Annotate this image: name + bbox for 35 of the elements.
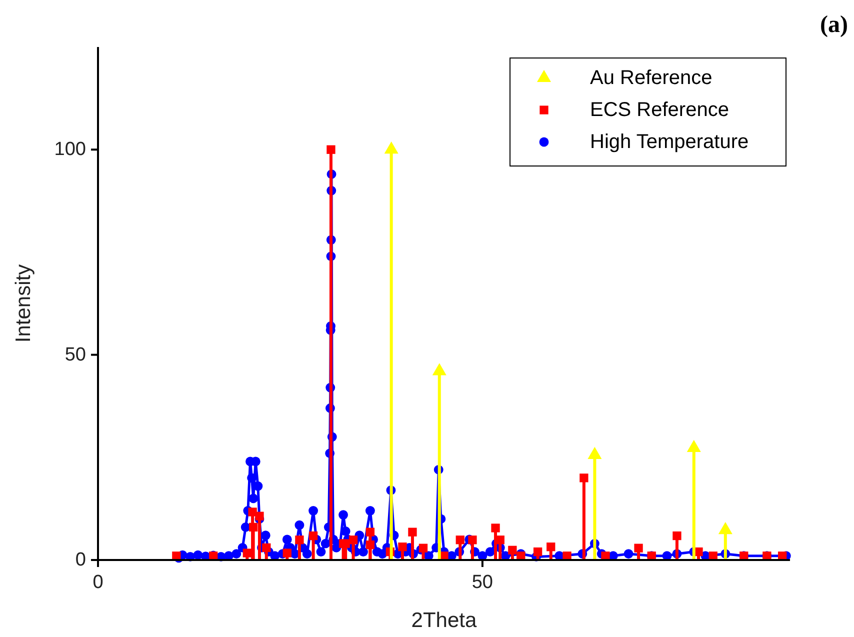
- point: [341, 539, 350, 548]
- point: [580, 474, 588, 482]
- point: [308, 531, 318, 540]
- legend-label: Au Reference: [590, 67, 712, 89]
- x-axis-title: 2Theta: [411, 609, 478, 632]
- point: [508, 546, 517, 554]
- y-tick-label: 50: [64, 344, 86, 366]
- point: [242, 548, 252, 558]
- point: [295, 536, 304, 544]
- point: [366, 528, 375, 536]
- point: [348, 536, 358, 544]
- point: [491, 524, 500, 532]
- point: [456, 536, 464, 544]
- point: [533, 547, 542, 556]
- legend-label: ECS Reference: [590, 99, 729, 121]
- point: [432, 363, 446, 376]
- point: [672, 531, 682, 540]
- point: [248, 522, 258, 532]
- point: [468, 536, 477, 544]
- point: [408, 528, 417, 536]
- y-tick-label: 100: [54, 139, 86, 160]
- point: [366, 540, 375, 550]
- point: [686, 440, 701, 452]
- point: [262, 543, 271, 552]
- point: [282, 548, 292, 558]
- text: (a): [820, 12, 848, 38]
- point: [384, 142, 398, 154]
- y-axis-title: Intensity: [12, 264, 35, 343]
- y-tick-label: 0: [75, 550, 86, 570]
- point: [546, 542, 556, 552]
- point: [255, 512, 264, 520]
- legend-label: High Temperature: [590, 131, 749, 153]
- point: [634, 544, 643, 552]
- point: [398, 542, 407, 552]
- point: [418, 544, 428, 552]
